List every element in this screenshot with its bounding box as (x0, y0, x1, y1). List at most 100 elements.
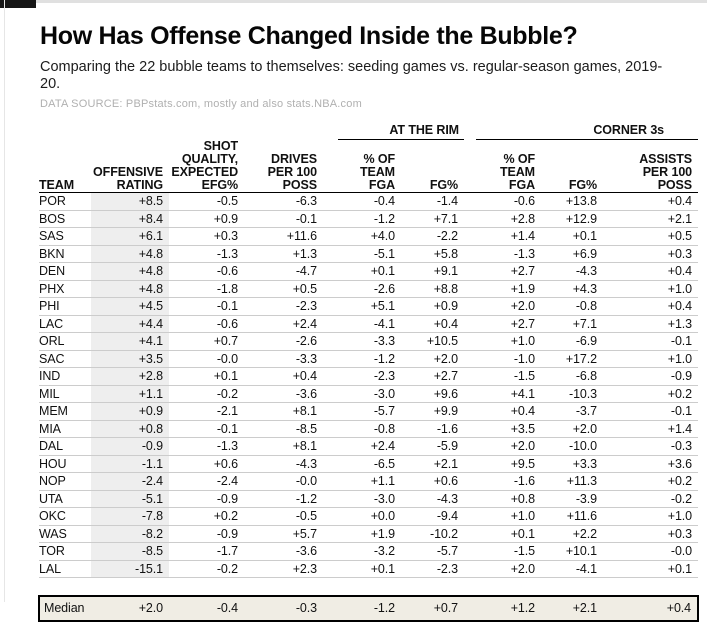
table-row: SAS +6.1 +0.3 +11.6 +4.0 -2.2 +1.4 +0.1 +0.5 (39, 227, 699, 246)
team-cell: SAC (39, 350, 91, 368)
value-cell: +1.4 (603, 420, 699, 438)
value-cell: -0.8 (541, 297, 603, 316)
value-cell: +17.2 (541, 350, 603, 368)
value-cell: +0.9 (169, 210, 244, 228)
value-cell: -4.1 (541, 560, 603, 578)
value-cell: +2.7 (464, 262, 541, 281)
team-cell: OKC (39, 507, 91, 526)
value-cell: +1.0 (603, 350, 699, 368)
value-cell: +10.5 (401, 332, 464, 351)
value-cell: +7.1 (541, 315, 603, 333)
data-source-note: DATA SOURCE: PBPstats.com, mostly and al… (40, 98, 362, 110)
value-cell: +0.4 (603, 192, 699, 211)
value-cell: -5.7 (323, 402, 401, 421)
median-value-cell: +2.1 (541, 594, 603, 622)
value-cell: -2.1 (169, 402, 244, 421)
value-cell: -3.0 (323, 490, 401, 508)
value-cell: +2.8 (464, 210, 541, 228)
value-cell: -0.6 (169, 315, 244, 333)
value-cell: -6.3 (244, 192, 323, 211)
value-cell: +2.4 (323, 437, 401, 456)
team-cell: BOS (39, 210, 91, 228)
value-cell: -5.1 (91, 490, 169, 508)
value-cell: +0.1 (603, 560, 699, 578)
team-cell: PHI (39, 297, 91, 316)
value-cell: -3.9 (541, 490, 603, 508)
value-cell: -0.9 (169, 525, 244, 543)
column-header-row: TEAM OFFENSIVE RATING SHOT QUALITY, EXPECTED E… (39, 140, 699, 193)
value-cell: +0.4 (464, 402, 541, 421)
col-header-rim-fg-pct: FG% (401, 140, 464, 193)
value-cell: +3.5 (464, 420, 541, 438)
team-cell: MEM (39, 402, 91, 421)
value-cell: +0.2 (603, 472, 699, 491)
table-row: PHX +4.8 -1.8 +0.5 -2.6 +8.8 +1.9 +4.3 +1.0 (39, 280, 699, 298)
value-cell: +8.4 (91, 210, 169, 228)
value-cell: +11.3 (541, 472, 603, 491)
table-row: MIL +1.1 -0.2 -3.6 -3.0 +9.6 +4.1 -10.3 +0.2 (39, 385, 699, 403)
value-cell: +4.0 (323, 227, 401, 246)
value-cell: -0.9 (91, 437, 169, 456)
value-cell: +13.8 (541, 192, 603, 211)
table-row: OKC -7.8 +0.2 -0.5 +0.0 -9.4 +1.0 +11.6 +1.0 (39, 507, 699, 526)
value-cell: -6.9 (541, 332, 603, 351)
table-row: MEM +0.9 -2.1 +8.1 -5.7 +9.9 +0.4 -3.7 -0.1 (39, 402, 699, 421)
table-row: PHI +4.5 -0.1 -2.3 +5.1 +0.9 +2.0 -0.8 +0.4 (39, 297, 699, 316)
table-row: UTA -5.1 -0.9 -1.2 -3.0 -4.3 +0.8 -3.9 -0.2 (39, 490, 699, 508)
value-cell: +5.1 (323, 297, 401, 316)
table-row: BKN +4.8 -1.3 +1.3 -5.1 +5.8 -1.3 +6.9 +0.3 (39, 245, 699, 263)
value-cell: -2.6 (323, 280, 401, 298)
value-cell: +0.4 (244, 367, 323, 386)
value-cell: -9.4 (401, 507, 464, 526)
col-header-offensive-rating: OFFENSIVE RATING (91, 140, 169, 193)
value-cell: -1.6 (401, 420, 464, 438)
window-edge-left (4, 0, 5, 602)
value-cell: -0.9 (169, 490, 244, 508)
value-cell: +4.1 (91, 332, 169, 351)
value-cell: -10.0 (541, 437, 603, 456)
col-header-drives-per-100-poss: DRIVES PER 100 POSS (244, 140, 323, 193)
team-cell: WAS (39, 525, 91, 543)
team-cell: HOU (39, 455, 91, 473)
value-cell: -0.8 (323, 420, 401, 438)
value-cell: +0.6 (401, 472, 464, 491)
value-cell: +1.4 (464, 227, 541, 246)
value-cell: -8.2 (91, 525, 169, 543)
value-cell: +1.0 (603, 507, 699, 526)
value-cell: +2.7 (464, 315, 541, 333)
value-cell: -1.7 (169, 542, 244, 561)
value-cell: -0.0 (244, 472, 323, 491)
value-cell: +10.1 (541, 542, 603, 561)
value-cell: -0.1 (169, 297, 244, 316)
value-cell: -0.4 (323, 192, 401, 211)
team-cell: PHX (39, 280, 91, 298)
value-cell: -0.1 (603, 402, 699, 421)
value-cell: +7.1 (401, 210, 464, 228)
team-cell: IND (39, 367, 91, 386)
value-cell: -1.4 (401, 192, 464, 211)
value-cell: -0.3 (603, 437, 699, 456)
value-cell: -3.7 (541, 402, 603, 421)
value-cell: +9.9 (401, 402, 464, 421)
value-cell: -7.8 (91, 507, 169, 526)
value-cell: -0.0 (603, 542, 699, 561)
value-cell: +1.1 (323, 472, 401, 491)
value-cell: -1.2 (323, 350, 401, 368)
table-row: LAL -15.1 -0.2 +2.3 +0.1 -2.3 +2.0 -4.1 +0.1 (39, 560, 699, 578)
table-foot: Median +2.0 -0.4 -0.3 -1.2 +0.7 +1.2 +2.1 +0.4 (38, 578, 700, 622)
value-cell: +2.8 (91, 367, 169, 386)
value-cell: +0.4 (603, 297, 699, 316)
value-cell: -2.6 (244, 332, 323, 351)
col-header-assists-per-100-poss: ASSISTS PER 100 POSS (603, 140, 699, 193)
window-corner-mark (0, 0, 36, 8)
value-cell: +0.8 (91, 420, 169, 438)
value-cell: +0.1 (169, 367, 244, 386)
value-cell: -0.0 (169, 350, 244, 368)
value-cell: +5.7 (244, 525, 323, 543)
value-cell: +1.9 (464, 280, 541, 298)
table-row: NOP -2.4 -2.4 -0.0 +1.1 +0.6 -1.6 +11.3 +0.2 (39, 472, 699, 491)
table-row: DAL -0.9 -1.3 +8.1 +2.4 -5.9 +2.0 -10.0 -0.3 (39, 437, 699, 456)
value-cell: +0.1 (323, 262, 401, 281)
value-cell: +0.7 (169, 332, 244, 351)
median-value-cell: +1.2 (464, 594, 541, 622)
